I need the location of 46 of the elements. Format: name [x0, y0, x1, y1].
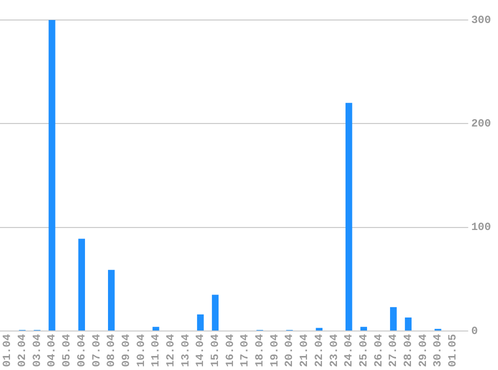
x-tick-label: 01.05	[448, 334, 460, 368]
x-tick-label: 30.04	[432, 334, 445, 368]
x-tick-label: 04.04	[46, 334, 59, 368]
x-tick-label: 06.04	[76, 334, 88, 368]
x-tick-label: 20.04	[284, 334, 296, 368]
bar	[108, 270, 115, 330]
x-tick-label: 29.04	[418, 334, 430, 368]
x-tick-label: 24.04	[344, 334, 356, 368]
bar	[48, 20, 56, 330]
x-tick-label: 26.04	[373, 334, 386, 368]
x-tick-label: 09.04	[120, 334, 133, 368]
x-tick-label: 21.04	[299, 334, 312, 368]
x-tick-label: 28.04	[403, 334, 416, 368]
bar	[197, 314, 204, 330]
x-tick-label: 03.04	[32, 334, 44, 368]
bar	[316, 328, 323, 330]
y-tick-label: 200	[471, 118, 492, 130]
x-tick-label: 27.04	[388, 334, 400, 368]
x-tick-label: 22.04	[314, 334, 326, 368]
y-tick-label: 300	[471, 14, 492, 27]
x-tick-label: 14.04	[195, 334, 208, 368]
x-tick-label: 17.04	[240, 334, 252, 368]
x-tick-label: 23.04	[328, 334, 341, 368]
x-tick-label: 15.04	[210, 334, 222, 368]
x-tick-label: 12.04	[165, 334, 178, 368]
x-tick-label: 10.04	[136, 334, 148, 368]
y-tick-label: 0	[471, 326, 478, 338]
x-tick-label: 18.04	[254, 334, 267, 368]
bar	[78, 238, 85, 330]
bar	[360, 326, 368, 330]
x-tick-label: 05.04	[62, 334, 74, 368]
x-tick-label: 19.04	[269, 334, 282, 368]
x-tick-label: 25.04	[358, 334, 370, 368]
x-tick-label: 16.04	[224, 334, 237, 368]
y-tick-label: 100	[471, 222, 492, 234]
bar	[152, 326, 160, 330]
x-tick-label: 08.04	[106, 334, 118, 368]
bar	[212, 294, 219, 330]
x-tick-label: 11.04	[150, 334, 163, 368]
x-tick-label: 07.04	[91, 334, 104, 368]
bar	[346, 102, 352, 330]
x-tick-label: 02.04	[17, 334, 30, 368]
bar	[404, 318, 412, 330]
bar	[390, 307, 397, 330]
x-tick-label: 13.04	[180, 334, 192, 368]
x-tick-label: 01.04	[2, 334, 14, 368]
